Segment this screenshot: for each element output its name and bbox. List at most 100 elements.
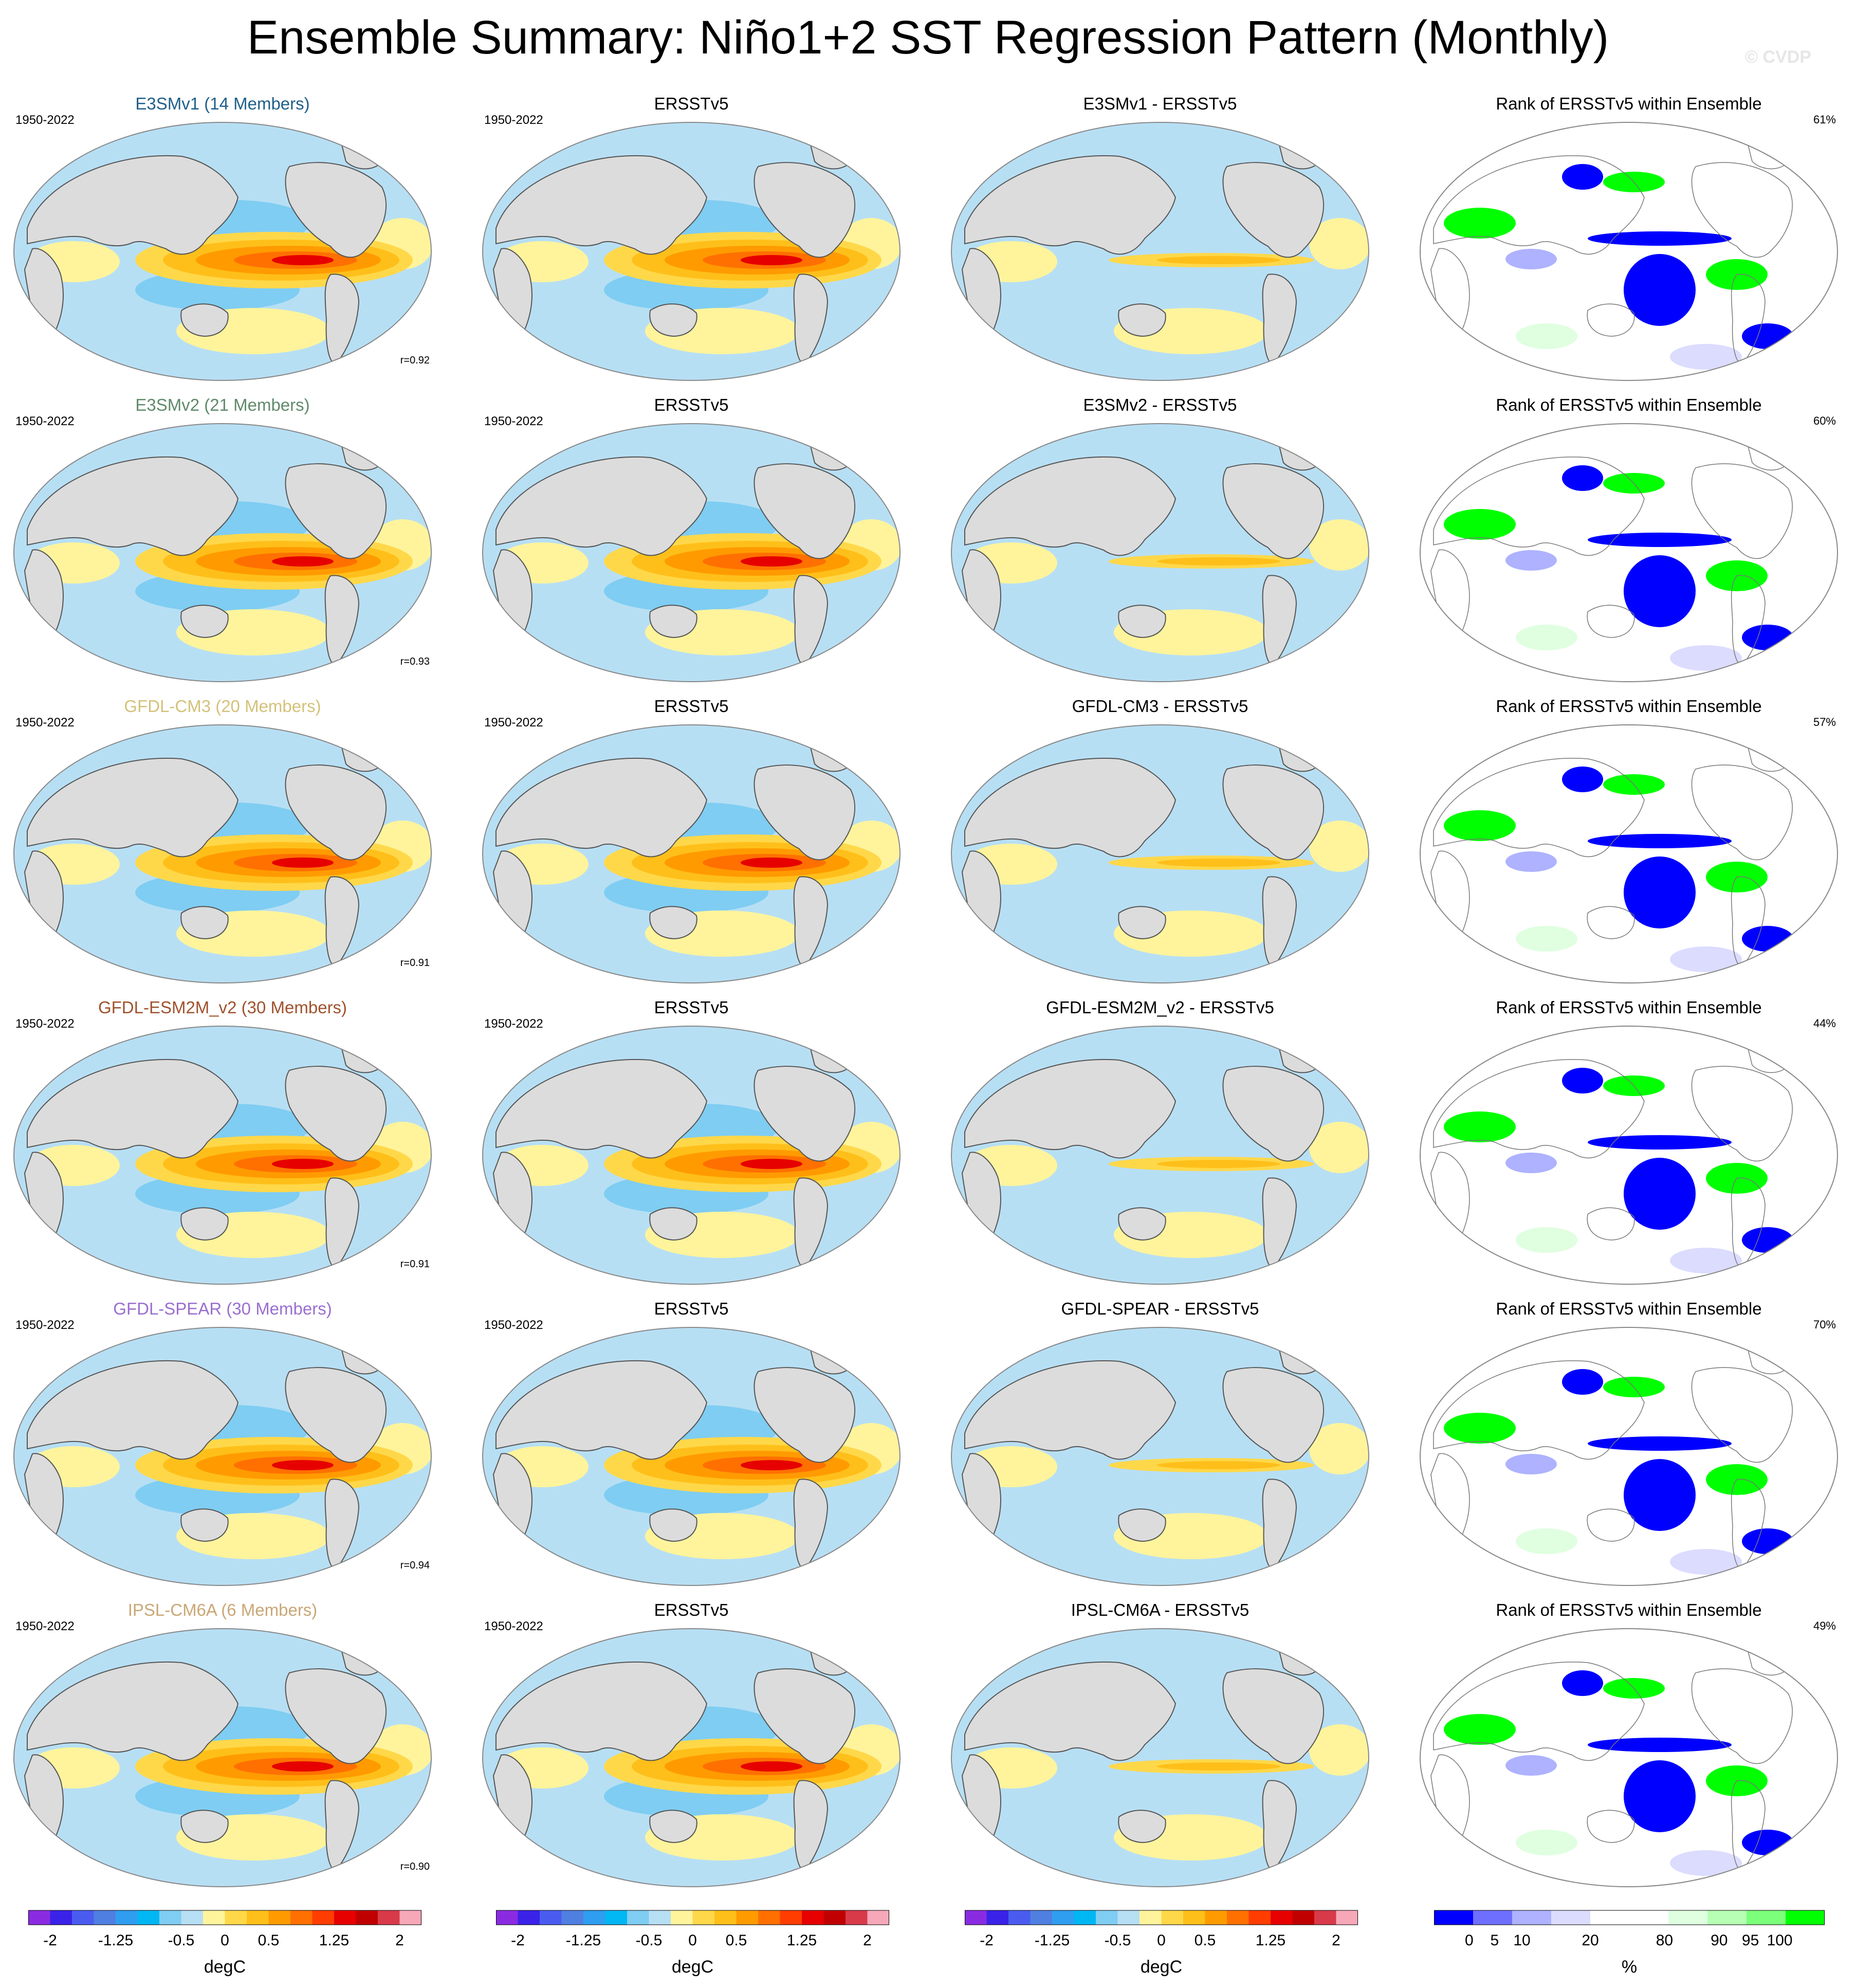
colorbar-swatch [561,1910,584,1925]
panel-diff-row-5: GFDL-SPEAR - ERSSTv5 [942,1299,1379,1592]
land-mass [180,605,229,639]
colorbar-tick-label: -0.5 [635,1932,663,1949]
colorbar-swatch [802,1910,824,1925]
pattern-correlation: r=0.90 [400,1861,430,1872]
panel-diff-row-1: E3SMv1 - ERSSTv5 [942,94,1379,387]
land-mass [27,1059,239,1159]
rank-percent: 60% [1813,414,1836,427]
land-mass [754,162,855,258]
sst-map [13,122,432,381]
year-range: 1950-2022 [15,1017,75,1031]
rank-percent: 44% [1813,1017,1836,1030]
colorbar-tick-label: 100 [1767,1932,1793,1949]
map-border [1420,1026,1838,1285]
land-mass [495,155,708,255]
colorbar-swatch [518,1910,540,1925]
panel-rank-row-2: Rank of ERSSTv5 within Ensemble 60% [1410,395,1847,688]
pattern-correlation: r=0.91 [400,957,430,969]
land-mass [1222,1668,1324,1764]
colorbar-tick-label: -2 [511,1932,525,1949]
land-mass [1433,457,1645,556]
colorbar-tick-label: -2 [43,1932,57,1949]
colorbar-swatch [1161,1910,1184,1925]
colorbar-swatch [225,1910,247,1925]
land-mass [1118,303,1166,337]
colorbar-tick-label: 5 [1490,1932,1499,1949]
land-mass [1118,906,1166,940]
panel-title: Rank of ERSSTv5 within Ensemble [1496,998,1762,1017]
land-mass [495,1059,708,1159]
map-border [951,423,1369,682]
colorbar-swatch [846,1910,868,1925]
sst-map [482,1628,901,1887]
land-mass [1587,303,1635,337]
map-border [951,1327,1369,1586]
map-border [482,1327,901,1586]
land-mass [964,1360,1177,1460]
land-mass [1691,1066,1793,1161]
colorbar-swatch [1030,1910,1053,1925]
colorbar-swatch [116,1910,138,1925]
colorbar-tick-label: 20 [1582,1932,1599,1949]
rank-map [1420,1628,1838,1887]
colorbar-swatch [1096,1910,1118,1925]
land-mass [1118,1508,1166,1542]
sst-map [951,724,1369,983]
colorbar-swatch [94,1910,116,1925]
panel-diff-row-6: IPSL-CM6A - ERSSTv5 [942,1600,1379,1893]
pattern-correlation: r=0.91 [400,1259,430,1270]
colorbar-swatch [378,1910,400,1925]
colorbar-tick-label: 95 [1741,1932,1759,1949]
land-mass [964,758,1177,858]
colorbar-tick-label: 0 [220,1932,229,1949]
colorbar-tick-label: 0.5 [725,1932,747,1949]
land-mass [649,605,697,639]
colorbar-tick-label: -1.25 [565,1932,601,1949]
colorbar-tick-label: 0 [1157,1932,1166,1949]
colorbar-swatch [1336,1910,1358,1925]
panel-model-row-5: GFDL-SPEAR (30 Members) 1950-2022 r=0.94 [4,1299,441,1592]
colorbar-swatch [1052,1910,1074,1925]
land-mass [285,162,387,258]
colorbar-swatch [692,1910,715,1925]
rank-map [1420,423,1838,682]
land-mass [27,758,239,858]
land-mass [285,1367,387,1463]
land-mass [754,1367,855,1463]
panel-title: Rank of ERSSTv5 within Ensemble [1496,395,1762,414]
land-mass [1587,605,1635,638]
sst-map [13,423,432,682]
colorbar-swatch [1117,1910,1140,1925]
land-mass [754,764,855,861]
map-border [1420,1628,1838,1887]
land-mass [27,155,239,255]
panel-obs-row-3: ERSSTv5 1950-2022 [473,696,910,989]
land-mass [180,1207,229,1241]
colorbar-swatch [28,1910,50,1925]
panel-title: ERSSTv5 [654,697,729,716]
panel-rank-row-5: Rank of ERSSTv5 within Ensemble 70% [1410,1299,1847,1592]
land-mass [1691,1668,1793,1764]
land-mass [1222,162,1324,258]
panel-rank-row-4: Rank of ERSSTv5 within Ensemble 44% [1410,997,1847,1290]
colorbar-tick-label: 90 [1711,1932,1728,1949]
year-range: 1950-2022 [484,1619,543,1633]
land-mass [1691,463,1793,559]
land-mass [495,1662,708,1761]
sst-map [482,423,901,682]
map-border [13,423,432,682]
sst-map [951,122,1369,381]
panel-diff-row-3: GFDL-CM3 - ERSSTv5 [942,696,1379,989]
sst-map [951,1327,1369,1586]
year-range: 1950-2022 [484,414,543,428]
map-border [1420,423,1838,682]
map-border [13,1628,432,1887]
year-range: 1950-2022 [15,1619,75,1633]
pattern-correlation: r=0.94 [400,1560,430,1571]
land-mass [649,906,697,940]
panel-diff-row-2: E3SMv2 - ERSSTv5 [942,395,1379,688]
colorbar-swatch [627,1910,649,1925]
colorbar-swatch [50,1910,72,1925]
colorbar-tick-label: -1.25 [1034,1932,1070,1949]
year-range: 1950-2022 [484,716,543,729]
